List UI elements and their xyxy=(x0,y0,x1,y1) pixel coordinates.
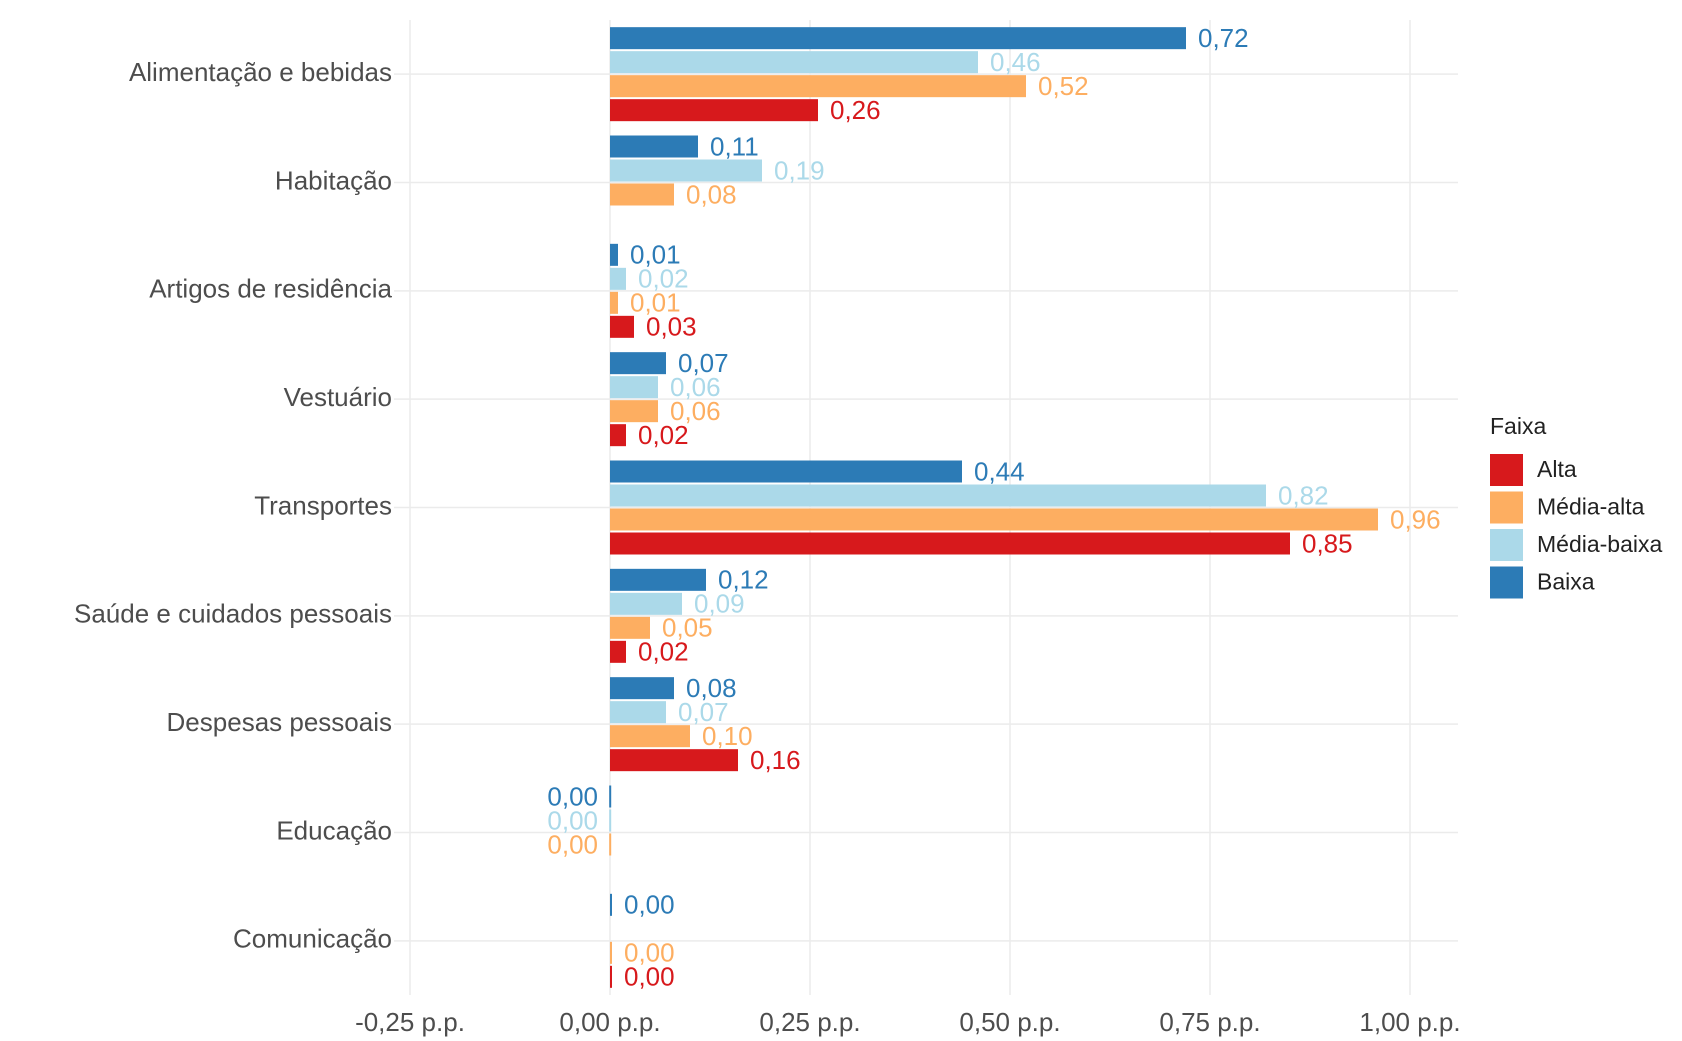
data-label: 0,85 xyxy=(1302,528,1353,558)
bar xyxy=(610,51,978,74)
data-label: 0,52 xyxy=(1038,71,1089,101)
data-label: 0,01 xyxy=(630,288,681,318)
data-label: 0,05 xyxy=(662,613,713,643)
bar xyxy=(610,941,612,964)
data-label: 0,01 xyxy=(630,240,681,270)
bar xyxy=(610,267,626,290)
y-tick-label: Saúde e cuidados pessoais xyxy=(74,599,392,629)
bar xyxy=(610,376,658,399)
bar xyxy=(610,135,698,158)
y-tick-label: Habitação xyxy=(275,165,392,195)
y-tick-label: Artigos de residência xyxy=(149,274,392,304)
x-tick-label: -0,25 p.p. xyxy=(355,1007,465,1037)
legend-key xyxy=(1490,529,1523,561)
data-label: 0,02 xyxy=(638,637,689,667)
legend-label: Média-alta xyxy=(1537,494,1645,520)
bar xyxy=(610,315,634,338)
data-label: 0,44 xyxy=(974,456,1025,486)
y-tick-label: Alimentação e bebidas xyxy=(129,57,392,87)
bar xyxy=(610,616,650,639)
bar xyxy=(610,532,1290,555)
data-label: 0,02 xyxy=(638,264,689,294)
legend-title: Faixa xyxy=(1490,413,1546,439)
data-label: 0,06 xyxy=(670,396,721,426)
data-label: 0,96 xyxy=(1390,504,1441,534)
bar xyxy=(610,400,658,423)
data-label: 0,11 xyxy=(710,131,759,161)
legend-key xyxy=(1490,491,1523,524)
data-label: 0,00 xyxy=(547,805,598,835)
data-label: 0,10 xyxy=(702,721,753,751)
legend-label: Média-baixa xyxy=(1537,531,1662,557)
data-label: 0,08 xyxy=(686,179,737,209)
data-label: 0,16 xyxy=(750,745,801,775)
x-tick-label: 1,00 p.p. xyxy=(1359,1007,1460,1037)
data-label: 0,19 xyxy=(774,155,825,185)
bar xyxy=(609,833,612,856)
bar xyxy=(610,701,666,724)
data-label: 0,02 xyxy=(638,420,689,450)
data-label: 0,08 xyxy=(686,673,737,703)
x-tick-label: 0,00 p.p. xyxy=(559,1007,660,1037)
data-label: 0,26 xyxy=(830,95,881,125)
bar xyxy=(610,677,674,700)
data-label: 0,03 xyxy=(646,312,697,342)
x-tick-label: 0,25 p.p. xyxy=(759,1007,860,1037)
data-label: 0,00 xyxy=(547,781,598,811)
x-tick-label: 0,75 p.p. xyxy=(1159,1007,1260,1037)
data-label: 0,07 xyxy=(678,348,729,378)
bar xyxy=(610,893,612,916)
bar xyxy=(610,243,618,266)
legend-label: Alta xyxy=(1537,456,1577,482)
data-label: 0,09 xyxy=(694,589,745,619)
data-label: 0,00 xyxy=(624,962,675,992)
y-tick-label: Comunicação xyxy=(233,924,392,954)
bar xyxy=(610,75,1026,98)
bar xyxy=(609,785,612,808)
bar xyxy=(610,725,690,748)
y-tick-label: Vestuário xyxy=(284,382,392,412)
data-label: 0,00 xyxy=(624,938,675,968)
bar xyxy=(610,965,612,988)
bar xyxy=(610,291,618,314)
legend-label: Baixa xyxy=(1537,569,1595,595)
x-tick-label: 0,50 p.p. xyxy=(959,1007,1060,1037)
bar xyxy=(610,592,682,615)
y-tick-label: Educação xyxy=(276,815,392,845)
bar xyxy=(610,508,1378,531)
data-label: 0,07 xyxy=(678,697,729,727)
data-label: 0,00 xyxy=(547,829,598,859)
bar xyxy=(610,424,626,447)
bar xyxy=(610,460,962,483)
data-label: 0,82 xyxy=(1278,480,1329,510)
legend-key xyxy=(1490,454,1523,486)
bar xyxy=(610,640,626,663)
bar xyxy=(610,99,818,122)
y-tick-label: Despesas pessoais xyxy=(167,707,392,737)
data-label: 0,72 xyxy=(1198,23,1249,53)
data-label: 0,00 xyxy=(624,890,675,920)
bar xyxy=(610,27,1186,50)
legend-key xyxy=(1490,566,1523,599)
y-tick-label: Transportes xyxy=(254,490,392,520)
bar xyxy=(610,352,666,375)
data-label: 0,12 xyxy=(718,565,769,595)
data-label: 0,46 xyxy=(990,47,1041,77)
bar xyxy=(610,749,738,772)
bar xyxy=(610,568,706,591)
bar xyxy=(609,809,612,832)
bar xyxy=(610,183,674,206)
bar xyxy=(610,484,1266,507)
data-label: 0,06 xyxy=(670,372,721,402)
bar xyxy=(610,159,762,182)
